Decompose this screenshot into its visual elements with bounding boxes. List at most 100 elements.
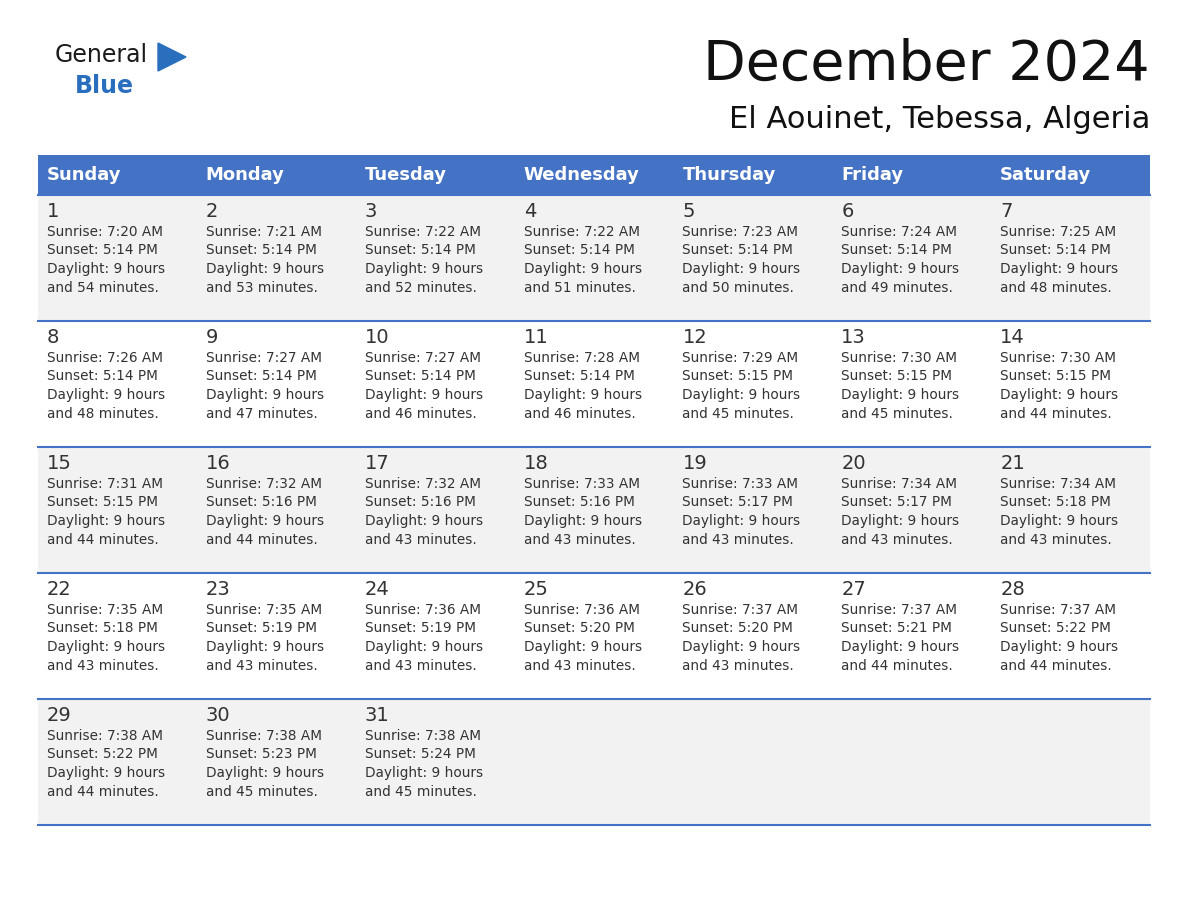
Text: Sunrise: 7:21 AM: Sunrise: 7:21 AM <box>206 225 322 239</box>
Text: Sunset: 5:14 PM: Sunset: 5:14 PM <box>524 243 634 258</box>
Text: Sunset: 5:14 PM: Sunset: 5:14 PM <box>206 243 317 258</box>
Text: 9: 9 <box>206 328 219 347</box>
Text: Sunrise: 7:20 AM: Sunrise: 7:20 AM <box>48 225 163 239</box>
Text: Sunset: 5:15 PM: Sunset: 5:15 PM <box>841 370 953 384</box>
Text: 28: 28 <box>1000 580 1025 599</box>
Text: and 48 minutes.: and 48 minutes. <box>1000 281 1112 295</box>
Text: Sunset: 5:15 PM: Sunset: 5:15 PM <box>48 496 158 509</box>
Text: 5: 5 <box>682 202 695 221</box>
Text: and 44 minutes.: and 44 minutes. <box>841 658 953 673</box>
Text: and 49 minutes.: and 49 minutes. <box>841 281 953 295</box>
Text: and 44 minutes.: and 44 minutes. <box>206 532 317 546</box>
Text: Sunrise: 7:33 AM: Sunrise: 7:33 AM <box>682 477 798 491</box>
Text: and 44 minutes.: and 44 minutes. <box>48 785 159 799</box>
Text: 15: 15 <box>48 454 72 473</box>
Text: Sunrise: 7:34 AM: Sunrise: 7:34 AM <box>841 477 958 491</box>
Text: 16: 16 <box>206 454 230 473</box>
Text: Friday: Friday <box>841 166 903 184</box>
Text: Daylight: 9 hours: Daylight: 9 hours <box>365 766 482 780</box>
Bar <box>197 321 355 447</box>
Text: El Aouinet, Tebessa, Algeria: El Aouinet, Tebessa, Algeria <box>728 105 1150 134</box>
Text: Daylight: 9 hours: Daylight: 9 hours <box>1000 262 1118 276</box>
Text: 19: 19 <box>682 454 707 473</box>
Text: and 44 minutes.: and 44 minutes. <box>48 532 159 546</box>
Text: and 51 minutes.: and 51 minutes. <box>524 281 636 295</box>
Text: Daylight: 9 hours: Daylight: 9 hours <box>524 262 642 276</box>
Text: Sunset: 5:18 PM: Sunset: 5:18 PM <box>1000 496 1111 509</box>
Bar <box>674 447 833 573</box>
Text: and 44 minutes.: and 44 minutes. <box>1000 658 1112 673</box>
Text: 29: 29 <box>48 706 71 725</box>
Bar <box>991 699 1150 825</box>
Bar <box>514 195 674 321</box>
Text: 7: 7 <box>1000 202 1012 221</box>
Text: Sunrise: 7:37 AM: Sunrise: 7:37 AM <box>1000 603 1117 617</box>
Text: Daylight: 9 hours: Daylight: 9 hours <box>841 640 960 654</box>
Text: Sunrise: 7:32 AM: Sunrise: 7:32 AM <box>206 477 322 491</box>
Text: and 43 minutes.: and 43 minutes. <box>206 658 317 673</box>
Text: Blue: Blue <box>75 74 134 98</box>
Bar <box>38 699 197 825</box>
Bar <box>833 195 991 321</box>
Text: and 43 minutes.: and 43 minutes. <box>524 532 636 546</box>
Text: Sunset: 5:14 PM: Sunset: 5:14 PM <box>841 243 952 258</box>
Text: Sunrise: 7:37 AM: Sunrise: 7:37 AM <box>682 603 798 617</box>
Bar <box>197 447 355 573</box>
Text: Sunset: 5:14 PM: Sunset: 5:14 PM <box>206 370 317 384</box>
Text: Sunset: 5:14 PM: Sunset: 5:14 PM <box>48 370 158 384</box>
Text: and 43 minutes.: and 43 minutes. <box>1000 532 1112 546</box>
Text: Daylight: 9 hours: Daylight: 9 hours <box>206 388 324 402</box>
Text: Sunset: 5:14 PM: Sunset: 5:14 PM <box>365 370 475 384</box>
Text: Sunset: 5:16 PM: Sunset: 5:16 PM <box>206 496 317 509</box>
Text: 14: 14 <box>1000 328 1025 347</box>
Text: Daylight: 9 hours: Daylight: 9 hours <box>48 766 165 780</box>
Text: and 43 minutes.: and 43 minutes. <box>524 658 636 673</box>
Bar <box>355 321 514 447</box>
Text: Sunrise: 7:32 AM: Sunrise: 7:32 AM <box>365 477 481 491</box>
Text: 26: 26 <box>682 580 707 599</box>
Bar <box>674 195 833 321</box>
Bar <box>991 195 1150 321</box>
Bar <box>514 321 674 447</box>
Text: Daylight: 9 hours: Daylight: 9 hours <box>206 514 324 528</box>
Text: Daylight: 9 hours: Daylight: 9 hours <box>48 514 165 528</box>
Text: and 46 minutes.: and 46 minutes. <box>365 407 476 420</box>
Text: Sunset: 5:20 PM: Sunset: 5:20 PM <box>524 621 634 635</box>
Text: Sunset: 5:16 PM: Sunset: 5:16 PM <box>365 496 475 509</box>
Text: Thursday: Thursday <box>682 166 776 184</box>
Text: Sunset: 5:14 PM: Sunset: 5:14 PM <box>682 243 794 258</box>
Bar <box>38 195 197 321</box>
Text: Sunset: 5:15 PM: Sunset: 5:15 PM <box>682 370 794 384</box>
Text: Sunrise: 7:29 AM: Sunrise: 7:29 AM <box>682 351 798 365</box>
Text: Daylight: 9 hours: Daylight: 9 hours <box>682 640 801 654</box>
Text: Sunrise: 7:37 AM: Sunrise: 7:37 AM <box>841 603 958 617</box>
Text: Sunset: 5:21 PM: Sunset: 5:21 PM <box>841 621 952 635</box>
Text: Sunset: 5:15 PM: Sunset: 5:15 PM <box>1000 370 1111 384</box>
Bar <box>355 573 514 699</box>
Text: Sunrise: 7:36 AM: Sunrise: 7:36 AM <box>524 603 639 617</box>
Text: Sunrise: 7:36 AM: Sunrise: 7:36 AM <box>365 603 481 617</box>
Text: 23: 23 <box>206 580 230 599</box>
Text: Sunday: Sunday <box>48 166 121 184</box>
Bar <box>514 699 674 825</box>
Bar <box>197 573 355 699</box>
Text: Daylight: 9 hours: Daylight: 9 hours <box>206 262 324 276</box>
Text: 25: 25 <box>524 580 549 599</box>
Bar <box>38 321 197 447</box>
Text: General: General <box>55 43 148 67</box>
Text: Tuesday: Tuesday <box>365 166 447 184</box>
Text: Sunrise: 7:38 AM: Sunrise: 7:38 AM <box>365 729 481 743</box>
Text: 31: 31 <box>365 706 390 725</box>
Bar <box>355 155 514 195</box>
Text: Sunrise: 7:25 AM: Sunrise: 7:25 AM <box>1000 225 1117 239</box>
Text: Sunrise: 7:27 AM: Sunrise: 7:27 AM <box>365 351 481 365</box>
Text: Sunrise: 7:38 AM: Sunrise: 7:38 AM <box>48 729 163 743</box>
Text: and 43 minutes.: and 43 minutes. <box>48 658 159 673</box>
Text: and 43 minutes.: and 43 minutes. <box>841 532 953 546</box>
Text: Daylight: 9 hours: Daylight: 9 hours <box>524 640 642 654</box>
Text: 21: 21 <box>1000 454 1025 473</box>
Text: Daylight: 9 hours: Daylight: 9 hours <box>48 388 165 402</box>
Bar <box>514 573 674 699</box>
Text: Wednesday: Wednesday <box>524 166 639 184</box>
Text: Daylight: 9 hours: Daylight: 9 hours <box>1000 640 1118 654</box>
